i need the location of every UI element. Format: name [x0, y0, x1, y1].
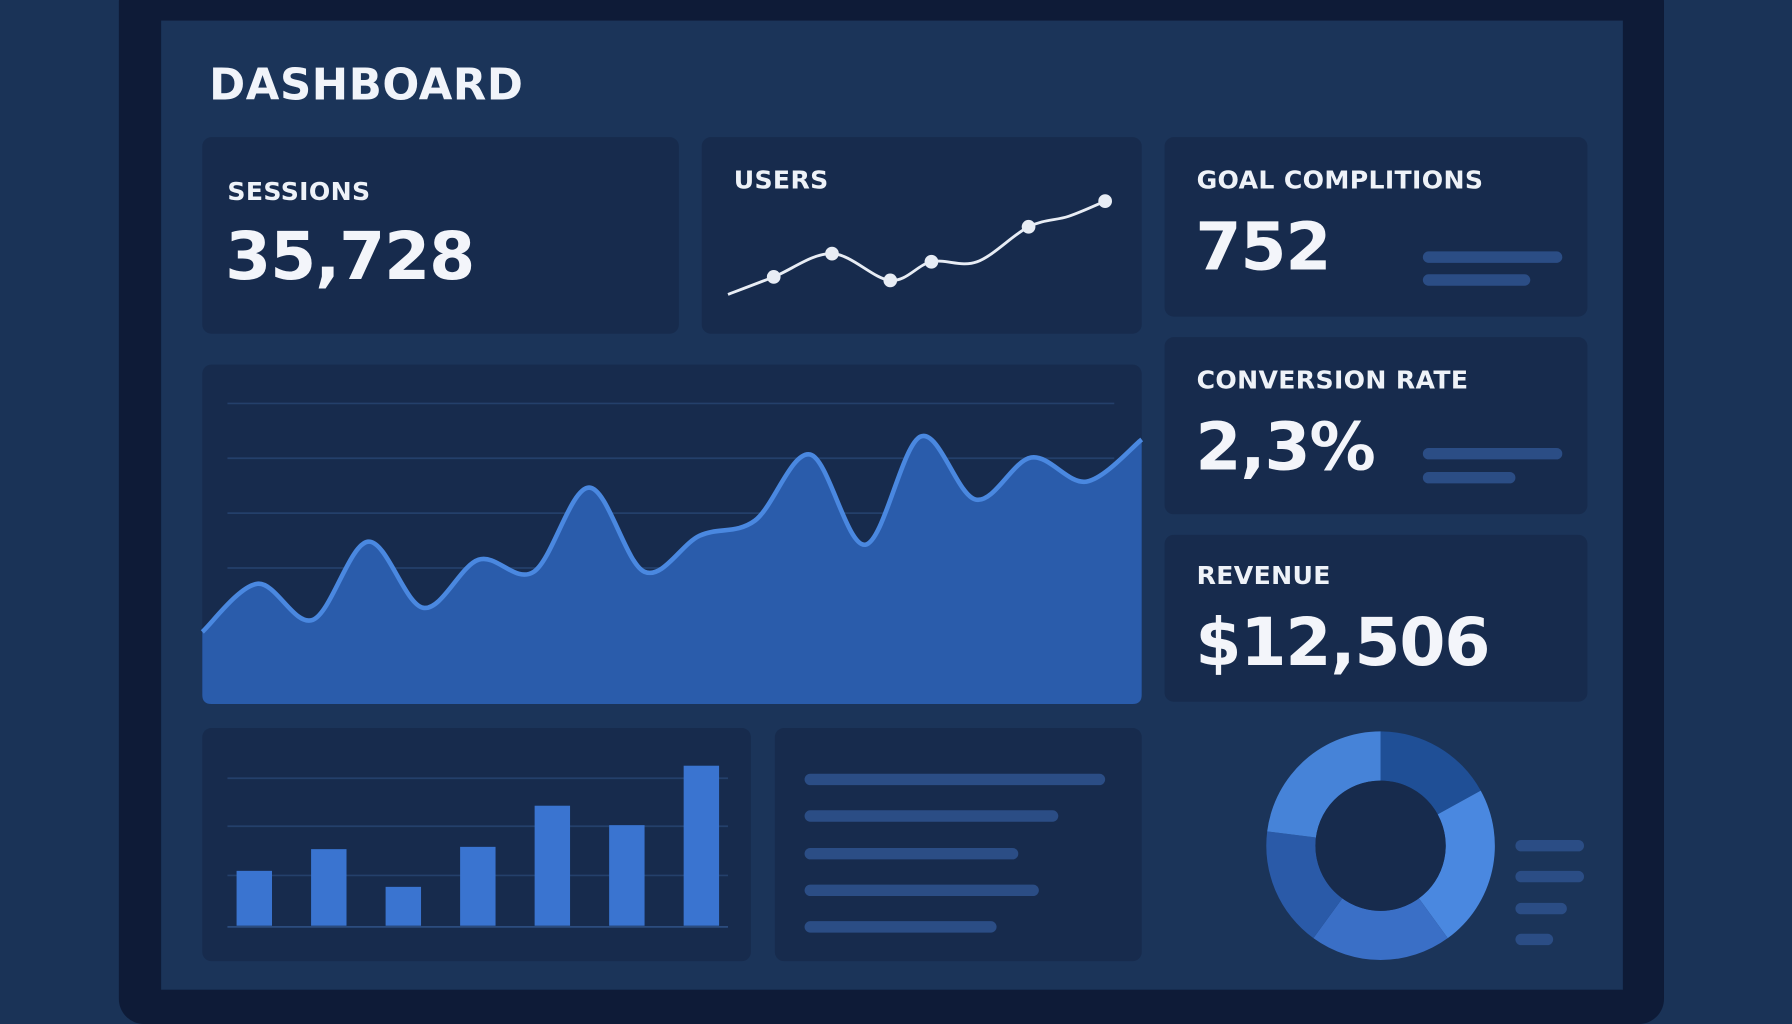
goal-completions-card[interactable]: GOAL COMPLITIONS 752: [1164, 137, 1588, 317]
users-card[interactable]: USERS: [701, 137, 1142, 334]
goal-completions-label: GOAL COMPLITIONS: [1196, 166, 1484, 196]
list-line: [804, 810, 1059, 822]
donut-legend-line: [1515, 870, 1584, 883]
page-title: DASHBOARD: [209, 59, 524, 110]
sessions-card[interactable]: SESSIONS 35,728: [202, 137, 679, 334]
goal-completions-value: 752: [1195, 207, 1331, 286]
placeholder-line: [1422, 471, 1516, 484]
placeholder-line: [1422, 251, 1563, 263]
users-point: [825, 246, 839, 261]
placeholder-line: [1422, 447, 1563, 460]
sessions-label: SESSIONS: [227, 178, 371, 207]
donut-hole: [1315, 780, 1446, 911]
conversion-rate-label: CONVERSION RATE: [1196, 366, 1469, 396]
bar: [385, 886, 422, 926]
placeholder-line: [1422, 274, 1531, 286]
users-point: [883, 273, 898, 288]
bar: [236, 870, 272, 926]
donut-slice: [1380, 731, 1481, 815]
donut-legend-line: [1515, 933, 1554, 946]
donut-slice: [1266, 831, 1343, 939]
users-point: [766, 270, 781, 284]
donut-legend-line: [1515, 839, 1584, 852]
list-line: [804, 773, 1106, 786]
revenue-label: REVENUE: [1196, 562, 1331, 591]
users-point: [924, 254, 939, 269]
sessions-value: 35,728: [225, 217, 475, 295]
bar: [534, 805, 571, 926]
list-line: [804, 884, 1039, 896]
donut-slice: [1418, 790, 1495, 939]
revenue-value: $12,506: [1195, 603, 1490, 682]
list-line: [804, 921, 997, 933]
conversion-rate-card[interactable]: CONVERSION RATE 2,3%: [1164, 337, 1588, 515]
users-point: [1098, 194, 1112, 208]
donut-slice: [1267, 731, 1381, 838]
bar: [609, 825, 645, 926]
users-point: [1021, 219, 1036, 234]
bar: [683, 765, 720, 926]
conversion-rate-value: 2,3%: [1195, 407, 1375, 486]
area-fill: [202, 435, 1142, 704]
donut-slice: [1313, 898, 1448, 960]
users-sparkline: [727, 199, 1106, 296]
list-card[interactable]: [774, 727, 1142, 962]
users-label: USERS: [733, 166, 829, 196]
revenue-card[interactable]: REVENUE $12,506: [1164, 534, 1588, 702]
bar: [460, 846, 496, 926]
bar: [311, 849, 347, 926]
area-line: [200, 433, 1144, 634]
list-line: [804, 847, 1019, 860]
donut-legend-line: [1515, 902, 1567, 915]
